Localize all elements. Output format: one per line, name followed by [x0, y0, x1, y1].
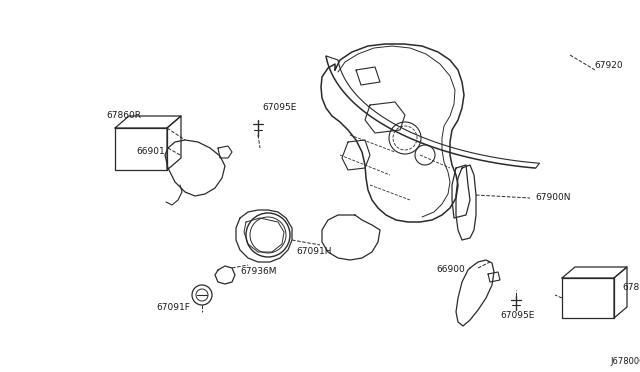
- Text: 67860R: 67860R: [106, 110, 141, 119]
- Text: 67091H: 67091H: [296, 247, 332, 257]
- Text: 67936M: 67936M: [240, 267, 276, 276]
- Text: 66901: 66901: [136, 148, 164, 157]
- Text: J67800CG: J67800CG: [610, 357, 640, 366]
- Text: 66900: 66900: [436, 266, 465, 275]
- Text: 67900N: 67900N: [535, 193, 570, 202]
- Text: 67095E: 67095E: [500, 311, 534, 320]
- Text: 67860R: 67860R: [622, 283, 640, 292]
- Text: 67091F: 67091F: [156, 304, 190, 312]
- Text: 67095E: 67095E: [262, 103, 296, 112]
- Text: 67920: 67920: [594, 61, 623, 70]
